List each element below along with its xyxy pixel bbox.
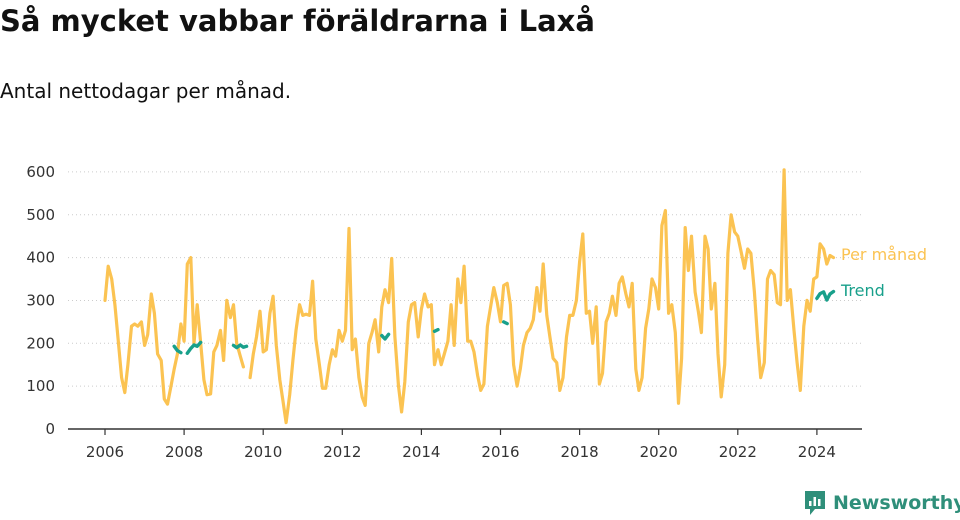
x-tick-label: 2020 xyxy=(640,443,678,461)
series-lines xyxy=(103,168,836,425)
x-tick-label: 2024 xyxy=(798,443,836,461)
x-tick-label: 2022 xyxy=(719,443,757,461)
series-line-trend-27 xyxy=(380,332,391,341)
y-tick-label: 0 xyxy=(45,420,55,438)
legend: Per månad Trend xyxy=(840,245,927,300)
y-axis-ticks: 0 100 200 300 400 500 600 xyxy=(26,163,55,438)
series-line-trend-6 xyxy=(185,340,203,355)
chart-subtitle: Antal nettodagar per månad. xyxy=(0,79,292,103)
y-tick-label: 500 xyxy=(26,206,55,224)
newsworthy-logo[interactable]: Newsworthy xyxy=(803,489,960,517)
x-tick-label: 2018 xyxy=(561,443,599,461)
chart-title: Så mycket vabbar föräldrarna i Laxå xyxy=(0,4,595,38)
series-line-per-månad-1 xyxy=(248,168,836,425)
x-tick-label: 2008 xyxy=(165,443,203,461)
series-line-per-månad-0 xyxy=(103,256,245,406)
x-tick-label: 2006 xyxy=(86,443,124,461)
x-tick-label: 2016 xyxy=(481,443,519,461)
legend-label-per-månad: Per månad xyxy=(841,245,927,264)
y-tick-label: 300 xyxy=(26,291,55,309)
x-tick-label: 2010 xyxy=(244,443,282,461)
series-line-trend-5 xyxy=(172,344,183,355)
x-tick-label: 2014 xyxy=(402,443,440,461)
series-line-trend-91 xyxy=(815,289,836,302)
x-tick-label: 2012 xyxy=(323,443,361,461)
newsworthy-logo-icon xyxy=(805,491,825,515)
y-tick-label: 600 xyxy=(26,163,55,181)
x-axis: 2006 2008 2010 2012 2014 2016 2018 2020 2022 2024 xyxy=(68,428,862,461)
legend-label-trend: Trend xyxy=(840,281,885,300)
series-line-trend-11 xyxy=(231,343,249,350)
y-tick-label: 200 xyxy=(26,334,55,352)
series-line-trend-34 xyxy=(432,327,440,333)
y-tick-label: 400 xyxy=(26,249,55,267)
y-tick-label: 100 xyxy=(26,377,55,395)
newsworthy-logo-text: Newsworthy xyxy=(833,492,960,514)
series-line-trend-44 xyxy=(502,320,509,326)
